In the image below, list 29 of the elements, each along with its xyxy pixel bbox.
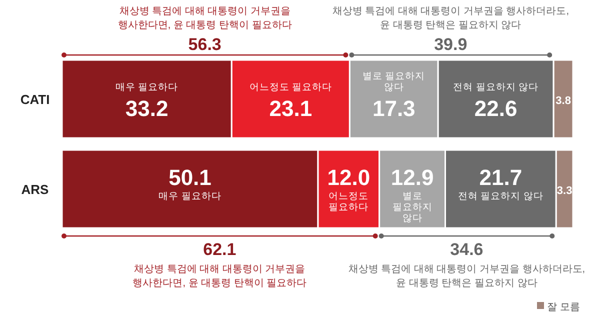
series-label: 전혀 필요하지 않다 (458, 191, 544, 202)
data-label: 21.7 (479, 165, 522, 190)
text: 매우 필요하다 (158, 191, 222, 202)
data-label: 33.2 (125, 96, 168, 121)
text: 62.1 (203, 240, 236, 259)
text: 39.9 (434, 35, 468, 54)
text: 채상병 특검에 대해 대통령이 거부권을 행사하더라도, 윤 대통령 탄핵은 필요하지 않다 (348, 264, 586, 289)
data-label: 12.0 (327, 165, 370, 190)
text: 채상병 특검에 대해 대통령이 거부권을 행사한다면, 윤 대통령 탄핵이 필요하다 (132, 264, 307, 289)
text: 56.3 (188, 35, 222, 54)
text: 전혀 필요하지 않다 (453, 82, 538, 93)
y-tick-label: ARS (21, 182, 50, 197)
data-label: 50.1 (168, 165, 212, 190)
text: 34.6 (450, 240, 484, 259)
series-label: 매우 필요하다 (116, 82, 178, 93)
data-label: 17.3 (372, 96, 416, 121)
data-label: 22.6 (474, 96, 518, 121)
data-label: 3.3 (556, 185, 572, 197)
text: 어느정도 필요하다 (249, 82, 332, 93)
text: 채상병 특검에 대해 대통령이 거부권을 행사하더라도, 윤 대통령 탄핵은 필요하지 않다 (332, 6, 569, 31)
data-label: 12.9 (390, 165, 434, 190)
text: 별로 필요하지 않다 (362, 71, 426, 93)
data-label: 3.8 (556, 95, 571, 107)
series-label: 별로 필요하지 않다 (392, 191, 432, 224)
series-label: 어느정도 필요하다 (328, 191, 369, 213)
y-tick-label: CATI (20, 92, 50, 107)
data-label: 23.1 (269, 96, 312, 121)
legend-label: 잘 모름 (547, 302, 580, 313)
text: 채상병 특검에 대해 대통령이 거부권을 행사한다면, 윤 대통령 탄핵이 필요하다 (118, 6, 292, 31)
